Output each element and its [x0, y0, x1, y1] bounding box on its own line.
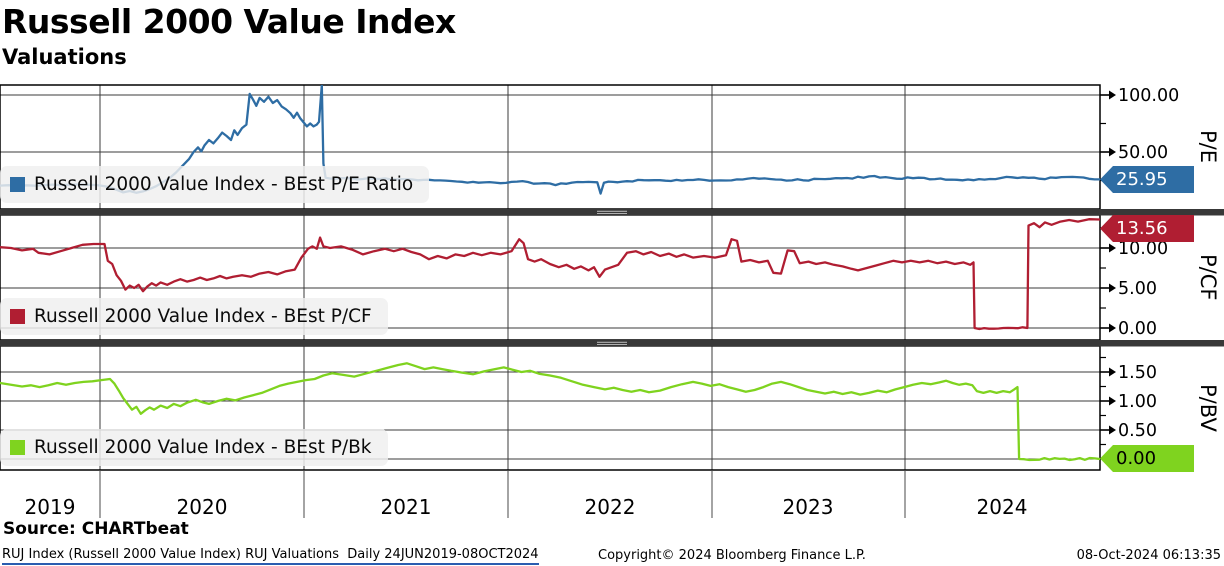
series-line-pcf — [0, 218, 1100, 331]
y-tick-arrow-icon — [1109, 90, 1116, 100]
y-tick-arrow-icon — [1109, 396, 1116, 406]
y-tick-arrow-icon — [1109, 147, 1116, 157]
year-label: 2020 — [177, 495, 228, 519]
y-tick-label: 5.00 — [1118, 279, 1157, 299]
panel-separator[interactable] — [0, 340, 1224, 347]
status-security-info: RUJ Index (Russell 2000 Value Index) RUJ… — [2, 547, 539, 565]
y-tick-label: 50.00 — [1118, 143, 1168, 163]
panel-separator[interactable] — [0, 209, 1224, 216]
chart-subtitle: Valuations — [2, 45, 127, 69]
y-tick-arrow-icon — [1109, 283, 1116, 293]
y-axis-title-pe: P/E — [1196, 130, 1220, 164]
y-tick-label: 1.00 — [1118, 392, 1157, 412]
y-tick-label: 0.50 — [1118, 421, 1157, 441]
legend-pbv-label: Russell 2000 Value Index - BEst P/Bk — [34, 437, 372, 458]
year-label: 2023 — [783, 495, 834, 519]
legend-pcf[interactable]: Russell 2000 Value Index - BEst P/CF — [0, 298, 388, 335]
y-axis-title-pbv: P/BV — [1196, 384, 1220, 432]
last-value-tag-pe: 25.95 — [1100, 166, 1194, 193]
legend-swatch-pe-icon — [10, 177, 25, 192]
legend-pe-label: Russell 2000 Value Index - BEst P/E Rati… — [34, 174, 414, 195]
y-axis-title-pcf: P/CF — [1196, 254, 1220, 301]
y-tick-arrow-icon — [1109, 425, 1116, 435]
y-tick-arrow-icon — [1109, 243, 1116, 253]
y-tick-label: 1.50 — [1118, 363, 1157, 383]
year-label: 2021 — [381, 495, 432, 519]
series-line-pe — [0, 85, 1100, 195]
legend-swatch-pbv-icon — [10, 440, 25, 455]
y-tick-label: 10.00 — [1118, 239, 1168, 259]
status-copyright: Copyright© 2024 Bloomberg Finance L.P. — [598, 548, 866, 563]
year-label: 2022 — [585, 495, 636, 519]
last-value-tag-pcf: 13.56 — [1100, 215, 1194, 242]
status-timestamp: 08-Oct-2024 06:13:35 — [1076, 548, 1221, 563]
y-tick-arrow-icon — [1109, 367, 1116, 377]
chart-title: Russell 2000 Value Index — [2, 2, 456, 41]
legend-swatch-pcf-icon — [10, 309, 25, 324]
legend-pbv[interactable]: Russell 2000 Value Index - BEst P/Bk — [0, 429, 388, 466]
legend-pe[interactable]: Russell 2000 Value Index - BEst P/E Rati… — [0, 166, 430, 203]
legend-pcf-label: Russell 2000 Value Index - BEst P/CF — [34, 306, 372, 327]
year-label: 2019 — [25, 495, 76, 519]
last-value-tag-pbv: 0.00 — [1100, 445, 1194, 472]
x-axis: 2019 2020 2021 2022 2023 2024 — [25, 470, 1028, 519]
y-tick-arrow-icon — [1109, 323, 1116, 333]
y-tick-label: 0.00 — [1118, 319, 1157, 339]
source-label: Source: CHARTbeat — [3, 519, 189, 539]
y-tick-label: 100.00 — [1118, 86, 1179, 106]
year-label: 2024 — [977, 495, 1028, 519]
series-line-pbv — [0, 362, 1100, 462]
